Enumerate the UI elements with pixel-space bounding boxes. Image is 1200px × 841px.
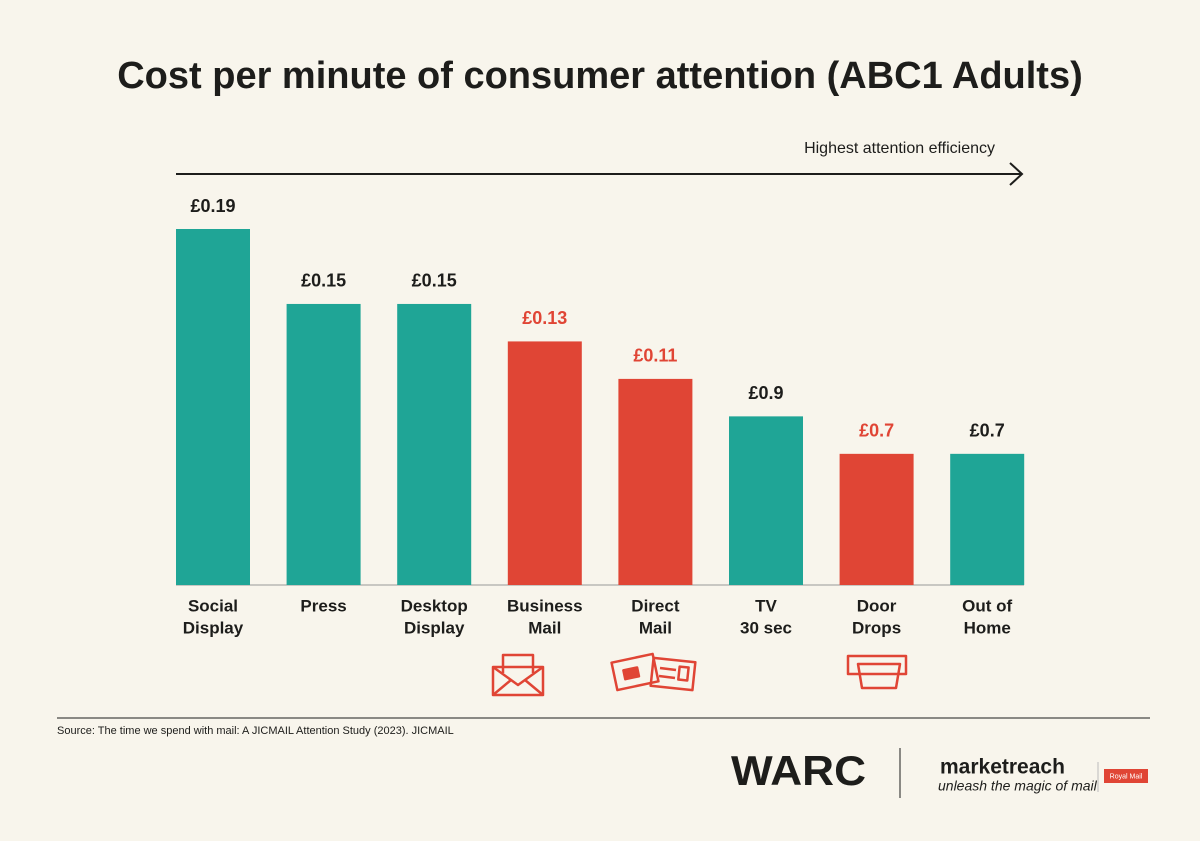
value-label: £0.15 [412,271,457,291]
x-tick-label: Social [188,596,238,615]
value-label: £0.7 [970,421,1005,441]
x-tick-label: Business [507,596,583,615]
envelope-icon [491,653,545,697]
x-tick-label: Display [183,618,244,637]
value-label: £0.9 [748,383,783,403]
chart-title: Cost per minute of consumer attention (A… [117,55,1083,97]
door-drop-icon [846,654,908,690]
x-tick-label: Mail [528,618,561,637]
tagline: unleash the magic of mail [938,778,1098,794]
x-tick-label: Display [404,618,465,637]
x-tick-label: TV [755,596,777,615]
x-tick-label: Drops [852,618,901,637]
x-tick-label: 30 sec [740,618,792,637]
x-tick-label: Mail [639,618,672,637]
royal-mail-badge [1104,769,1148,783]
marketreach-logo: marketreach [940,756,1065,779]
x-tick-label: Press [300,596,346,615]
value-label: £0.19 [190,196,235,216]
cards-icon [610,652,697,692]
x-tick-label: Door [857,596,897,615]
arrow [176,162,1024,186]
source: Source: The time we spend with mail: A J… [57,725,454,737]
value-label: £0.13 [522,308,567,328]
annotation: Highest attention efficiency [804,140,995,157]
x-tick-label: Desktop [401,596,468,615]
x-tick-label: Home [964,618,1011,637]
bar [286,303,361,585]
bar [618,378,693,585]
value-label: £0.7 [859,421,894,441]
warc-logo: WARC [731,747,866,794]
bar [950,453,1025,585]
bar [729,416,803,585]
icons [491,652,908,697]
royal-mail-logo: Royal Mail [1110,773,1143,780]
bar [397,303,472,585]
bar [839,453,914,585]
value-label: £0.15 [301,271,346,291]
x-tick-label: Direct [631,596,680,615]
x-tick-label: Out of [962,596,1012,615]
bar [176,229,250,585]
bar [507,341,582,585]
value-label: £0.11 [633,346,677,366]
